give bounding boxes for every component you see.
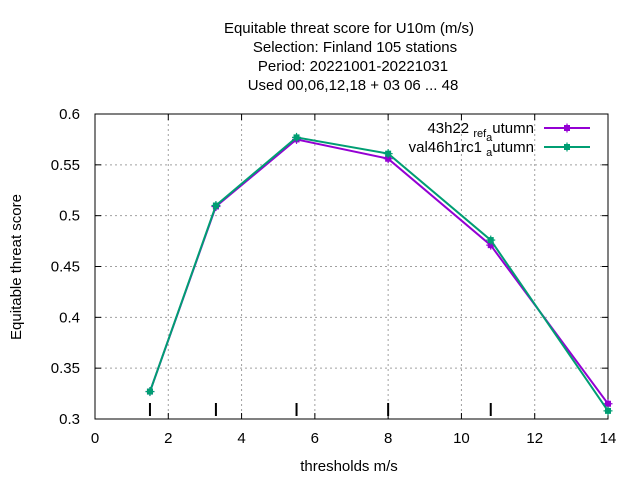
x-tick-label: 8 (384, 430, 392, 447)
legend-label-1-part-3: a (486, 132, 493, 144)
x-tick-label: 10 (453, 430, 470, 447)
y-tick-label: 0.55 (51, 157, 80, 174)
data-point (145, 387, 155, 397)
x-tick-label: 2 (164, 430, 172, 447)
chart-title: Equitable threat score for U10m (m/s) Se… (224, 20, 474, 94)
threshold-markers (148, 403, 492, 416)
legend-label-2-part-3: a (486, 147, 493, 159)
data-point (603, 406, 613, 416)
title-line-3: Period: 20221001-20221031 (258, 58, 448, 75)
x-axis-ticks: 0 2 4 6 8 10 12 14 (91, 114, 617, 447)
x-tick-label: 6 (311, 430, 319, 447)
legend-marker (562, 123, 572, 133)
y-tick-label: 0.5 (59, 208, 80, 225)
x-tick-label: 12 (526, 430, 543, 447)
y-tick-label: 0.4 (59, 309, 80, 326)
title-line-4: Used 00,06,12,18 + 03 06 ... 48 (248, 77, 459, 94)
legend-label-1-part-1: 43h22 (427, 120, 473, 137)
legend-marker (562, 142, 572, 152)
legend-label-series-2: val46h1rc1 autumn (409, 139, 534, 159)
title-line-1: Equitable threat score for U10m (m/s) (224, 20, 474, 37)
y-axis-label: Equitable threat score (8, 194, 25, 340)
title-line-2: Selection: Finland 105 stations (253, 39, 457, 56)
y-tick-label: 0.6 (59, 106, 80, 123)
series-line-1 (149, 138, 609, 405)
x-axis-label: thresholds m/s (300, 458, 398, 475)
legend: 43h22 refautumn val46h1rc1 autumn (409, 120, 590, 159)
data-point (383, 149, 393, 159)
legend-label-2-part-1: val46h1rc1 (409, 139, 487, 156)
y-axis-ticks: 0.3 0.35 0.4 0.45 0.5 0.55 0.6 (51, 106, 608, 428)
data-point (211, 201, 221, 210)
x-tick-label: 4 (237, 430, 245, 447)
legend-swatch-series-1 (544, 123, 590, 133)
y-tick-label: 0.3 (59, 411, 80, 428)
x-tick-label: 14 (600, 430, 617, 447)
legend-label-1-part-2: ref (473, 128, 487, 140)
legend-label-1-part-4: utumn (492, 120, 534, 137)
data-point (292, 132, 302, 142)
series-layer (145, 132, 613, 416)
data-point (486, 235, 496, 245)
series-line-2 (149, 136, 609, 412)
series-2 (145, 132, 613, 416)
series-1 (145, 134, 613, 409)
legend-swatch-series-2 (544, 142, 590, 152)
x-tick-label: 0 (91, 430, 99, 447)
y-tick-label: 0.45 (51, 259, 80, 276)
y-tick-label: 0.35 (51, 360, 80, 377)
grid (95, 114, 608, 419)
legend-label-2-part-4: utumn (492, 139, 534, 156)
legend-label-series-1: 43h22 refautumn (427, 120, 534, 144)
